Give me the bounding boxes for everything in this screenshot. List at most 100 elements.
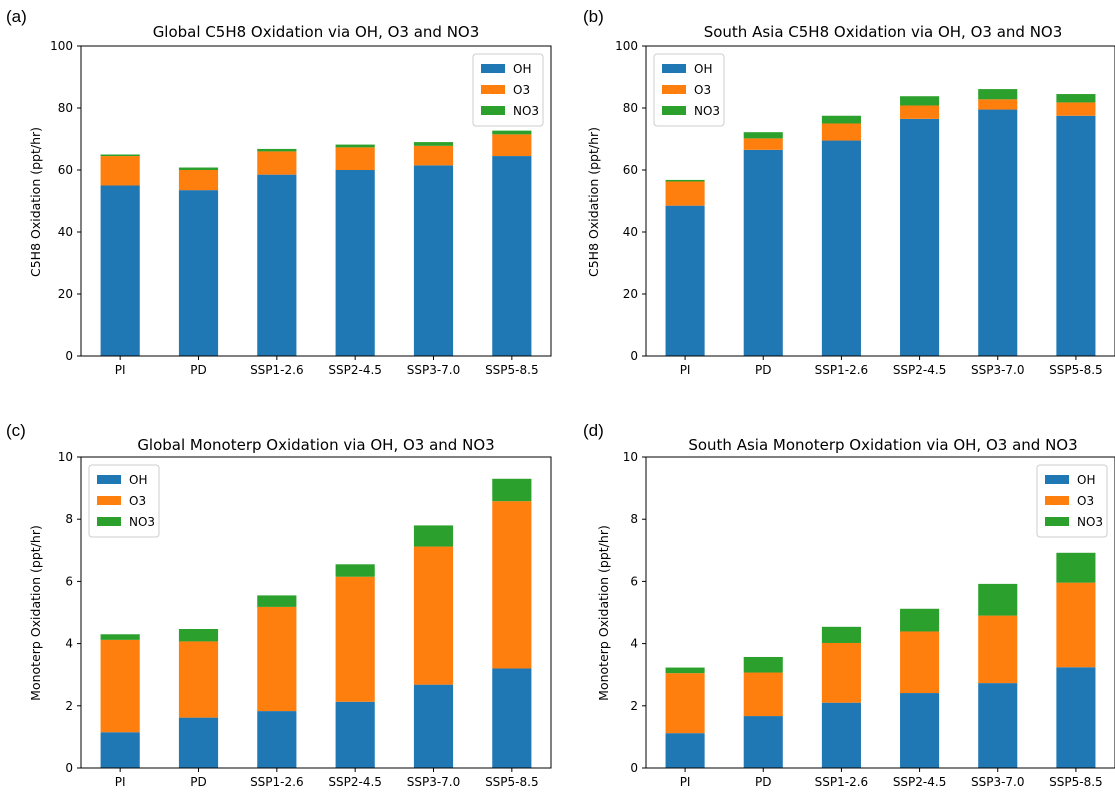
bar-no3-pd (178, 167, 219, 170)
x-tick-label: PD (755, 775, 771, 789)
x-tick-label: SSP3-7.0 (971, 775, 1025, 789)
chart-title: South Asia C5H8 Oxidation via OH, O3 and… (704, 23, 1063, 41)
legend: OH O3 NO3 (472, 53, 544, 127)
x-tick-label: SSP5-8.5 (485, 775, 539, 789)
bar-oh-ssp3-7.0 (978, 683, 1018, 768)
legend-swatch-o3 (1045, 496, 1069, 505)
panel-label: (a) (6, 7, 27, 26)
legend-swatch-no3 (97, 517, 121, 526)
bar-no3-ssp3-7.0 (413, 142, 454, 146)
y-tick-label: 2 (65, 699, 73, 713)
x-tick-label: PI (115, 363, 126, 377)
legend-swatch-no3 (662, 106, 686, 115)
y-tick-label: 4 (630, 637, 638, 651)
legend-swatch-o3 (481, 85, 505, 94)
x-tick-label: SSP5-8.5 (1049, 363, 1103, 377)
bar-no3-ssp2-4.5 (900, 608, 940, 632)
x-tick-label: SSP2-4.5 (893, 775, 947, 789)
y-tick-label: 20 (58, 287, 73, 301)
legend-label-oh: OH (694, 62, 712, 76)
bar-no3-ssp5-8.5 (492, 130, 532, 135)
plot-area: PI PD SSP1-2.6 SSP2-4.5 SSP3-7.0 SSP5-8.5 0 20 4… (615, 39, 1115, 377)
y-tick-label: 20 (623, 287, 638, 301)
legend-label-oh: OH (513, 62, 531, 76)
legend-label-no3: NO3 (694, 104, 720, 118)
x-tick-label: PI (115, 775, 126, 789)
bar-o3-ssp2-4.5 (900, 105, 940, 119)
y-axis-label: Monoterp Oxidation (ppt/hr) (596, 525, 611, 701)
bar-oh-ssp1-2.6 (257, 711, 297, 768)
y-tick-label: 10 (623, 450, 638, 464)
bar-oh-ssp2-4.5 (900, 693, 940, 768)
bar-o3-ssp3-7.0 (413, 546, 454, 685)
x-tick-label: PI (680, 775, 691, 789)
legend: OH O3 NO3 (1036, 464, 1108, 538)
bar-oh-pi (100, 185, 140, 356)
x-tick-label: PI (680, 363, 691, 377)
bar-o3-ssp5-8.5 (1056, 102, 1096, 116)
axes-frame (645, 45, 1115, 357)
legend-swatch-oh (481, 64, 505, 73)
bar-no3-ssp3-7.0 (413, 525, 454, 547)
legend-label-oh: OH (1077, 473, 1095, 487)
bar-no3-pi (100, 634, 140, 640)
x-tick-label: SSP3-7.0 (407, 363, 461, 377)
legend-swatch-oh (662, 64, 686, 73)
y-tick-label: 4 (65, 637, 73, 651)
bar-oh-ssp1-2.6 (821, 140, 861, 356)
bar-o3-pd (743, 138, 783, 150)
axes-frame (80, 456, 552, 769)
bar-o3-ssp3-7.0 (978, 99, 1018, 110)
bar-no3-ssp5-8.5 (492, 478, 532, 502)
bar-no3-ssp2-4.5 (335, 144, 375, 148)
bar-no3-pi (100, 154, 140, 157)
y-axis-label: Monoterp Oxidation (ppt/hr) (28, 525, 43, 701)
x-tick-label: PD (190, 775, 206, 789)
legend: OH O3 NO3 (653, 53, 725, 127)
axes-frame (80, 45, 552, 357)
bar-o3-pd (178, 170, 219, 191)
bar-oh-ssp5-8.5 (1056, 115, 1096, 356)
y-axis-label: C5H8 Oxidation (ppt/hr) (28, 127, 43, 277)
x-tick-label: PD (190, 363, 206, 377)
bar-oh-ssp3-7.0 (978, 109, 1018, 356)
y-tick-label: 80 (623, 101, 638, 115)
bar-o3-ssp2-4.5 (335, 576, 375, 702)
bar-oh-ssp5-8.5 (492, 156, 532, 356)
x-tick-label: SSP2-4.5 (328, 775, 382, 789)
legend: OH O3 NO3 (88, 464, 160, 538)
bar-oh-ssp2-4.5 (335, 170, 375, 356)
chart-title: Global Monoterp Oxidation via OH, O3 and… (137, 436, 494, 454)
x-tick-label: SSP1-2.6 (815, 363, 869, 377)
bar-oh-ssp1-2.6 (821, 702, 861, 768)
bar-no3-ssp3-7.0 (978, 89, 1018, 100)
bar-o3-ssp2-4.5 (335, 147, 375, 170)
bar-oh-ssp5-8.5 (492, 668, 532, 768)
legend-swatch-no3 (481, 106, 505, 115)
bar-oh-ssp2-4.5 (900, 118, 940, 356)
bar-oh-ssp3-7.0 (413, 165, 454, 356)
bar-oh-pd (743, 149, 783, 356)
bar-oh-pi (665, 733, 705, 768)
legend-swatch-oh (97, 475, 121, 484)
y-tick-label: 8 (65, 512, 73, 526)
bar-o3-ssp1-2.6 (821, 642, 861, 703)
y-tick-label: 0 (65, 761, 73, 775)
bar-o3-ssp1-2.6 (821, 123, 861, 141)
bar-no3-ssp3-7.0 (978, 583, 1018, 616)
bar-no3-ssp1-2.6 (821, 115, 861, 124)
bar-no3-ssp2-4.5 (900, 96, 940, 106)
panel-a: (a) Global C5H8 Oxidation via OH, O3 and… (6, 7, 552, 377)
y-tick-label: 60 (58, 163, 73, 177)
y-tick-label: 2 (630, 699, 638, 713)
x-tick-label: SSP1-2.6 (250, 363, 304, 377)
y-tick-label: 100 (50, 39, 73, 53)
y-tick-label: 10 (58, 450, 73, 464)
bar-no3-ssp5-8.5 (1056, 552, 1096, 583)
bar-o3-ssp1-2.6 (257, 606, 297, 712)
bar-no3-pd (743, 132, 783, 139)
bar-o3-ssp2-4.5 (900, 631, 940, 694)
y-tick-label: 100 (615, 39, 638, 53)
bar-o3-pi (100, 156, 140, 186)
bar-no3-ssp2-4.5 (335, 564, 375, 577)
